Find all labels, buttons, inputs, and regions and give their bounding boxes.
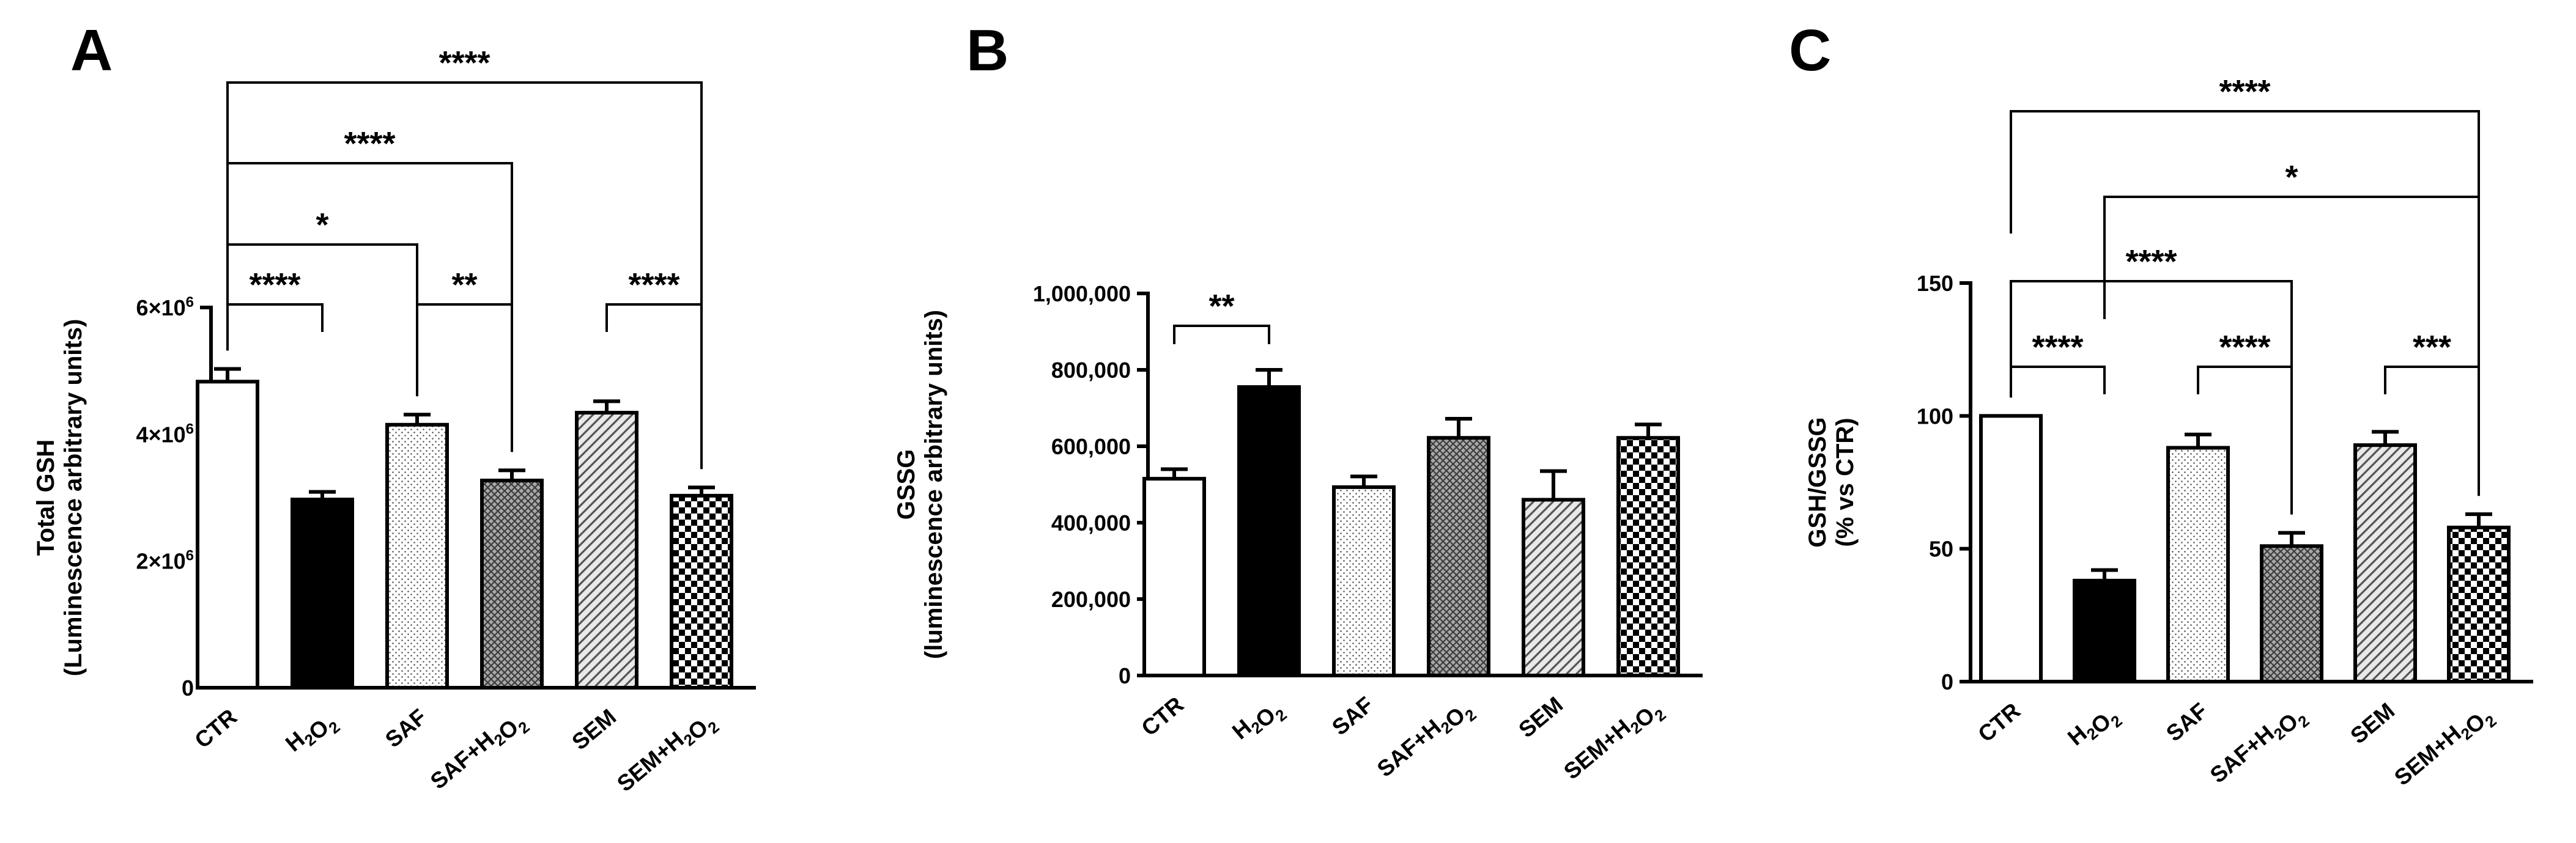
significance-bracket bbox=[416, 303, 513, 332]
panel-a: A Total GSH (Luminescence arbitrary units)… bbox=[32, 18, 756, 805]
significance-label: **** bbox=[2032, 329, 2083, 366]
bar bbox=[1979, 414, 2043, 683]
bar bbox=[2166, 446, 2230, 683]
significance-bracket bbox=[2197, 366, 2293, 394]
y-tick-label: 50 bbox=[1929, 537, 1953, 562]
bar bbox=[196, 380, 259, 690]
y-tick-label: 0 bbox=[182, 676, 194, 701]
y-axis-label-line-1: Total GSH bbox=[32, 440, 59, 556]
significance-label: ** bbox=[451, 267, 477, 303]
y-tick-label: 600,000 bbox=[1051, 434, 1131, 459]
significance-label: **** bbox=[439, 45, 490, 81]
y-tick-label: 4×106 bbox=[136, 421, 194, 447]
y-tick-label: 0 bbox=[1941, 669, 1953, 694]
significance-label: ** bbox=[1208, 288, 1234, 325]
y-axis-label-line-1: GSSG bbox=[893, 449, 920, 520]
significance-bracket bbox=[226, 303, 324, 332]
y-axis-label-line-2: (luminescence arbitrary units) bbox=[920, 310, 947, 659]
y-tick-label: 400,000 bbox=[1051, 510, 1131, 536]
y-tick-label: 150 bbox=[1917, 271, 1953, 296]
significance-bracket bbox=[2010, 366, 2106, 394]
bar bbox=[1142, 477, 1206, 677]
bar bbox=[2353, 443, 2417, 683]
x-category-label: SEM bbox=[1514, 692, 1567, 743]
bar bbox=[670, 493, 733, 690]
y-tick-label: 800,000 bbox=[1051, 358, 1131, 383]
x-category-label: CTR bbox=[1137, 692, 1189, 741]
bar bbox=[1237, 385, 1301, 677]
panel-letter-c: C bbox=[1789, 18, 1831, 83]
x-category-label: SAF+H2O2 bbox=[426, 704, 533, 803]
x-category-label: SEM+H2O2 bbox=[612, 704, 723, 805]
y-tick-label: 2×106 bbox=[136, 548, 194, 574]
significance-bracket bbox=[226, 243, 418, 397]
bar bbox=[2260, 544, 2323, 683]
bar bbox=[1522, 498, 1585, 677]
y-tick-label: 100 bbox=[1917, 403, 1953, 429]
bar bbox=[1427, 436, 1490, 677]
significance-bracket bbox=[1173, 325, 1270, 344]
x-category-label: CTR bbox=[190, 704, 242, 753]
bar bbox=[291, 498, 354, 690]
significance-bracket bbox=[226, 81, 703, 469]
bar bbox=[2073, 578, 2136, 683]
x-category-label: SEM bbox=[567, 704, 621, 755]
x-category-label: SAF+H2O2 bbox=[1372, 692, 1480, 790]
significance-label: **** bbox=[628, 267, 679, 303]
panel-letter-b: B bbox=[966, 18, 1009, 83]
x-category-label: SAF bbox=[2161, 698, 2212, 746]
x-category-label: H2O2 bbox=[281, 704, 344, 765]
panel-b: B GSSG (luminescence arbitrary units) 0 200,… bbox=[893, 18, 1703, 793]
x-category-label: SAF bbox=[380, 704, 431, 753]
y-axis-label-line-2: (Luminescence arbitrary units) bbox=[60, 319, 87, 677]
y-axis-label-line-2: (% vs CTR) bbox=[1832, 418, 1859, 547]
bar bbox=[575, 411, 638, 690]
significance-label: * bbox=[316, 207, 328, 243]
significance-bracket bbox=[2010, 110, 2480, 496]
significance-bracket bbox=[226, 162, 513, 452]
significance-label: **** bbox=[2219, 329, 2270, 366]
significance-bracket bbox=[605, 303, 703, 332]
x-category-label: H2O2 bbox=[1227, 692, 1290, 753]
x-category-label: SEM bbox=[2345, 698, 2399, 749]
significance-label: **** bbox=[249, 267, 300, 303]
significance-label: **** bbox=[2219, 73, 2270, 110]
y-axis-label-line-1: GSH/GSSG bbox=[1804, 417, 1831, 547]
y-tick-label: 6×106 bbox=[136, 294, 194, 320]
bar bbox=[1616, 436, 1680, 677]
bar bbox=[2447, 525, 2511, 683]
y-tick-label: 0 bbox=[1119, 663, 1131, 688]
significance-label: **** bbox=[2125, 243, 2177, 280]
x-category-label: SEM+H2O2 bbox=[1559, 692, 1670, 793]
x-category-label: H2O2 bbox=[2063, 698, 2126, 759]
panel-letter-a: A bbox=[70, 18, 113, 83]
x-category-label: SEM+H2O2 bbox=[2389, 698, 2500, 799]
significance-bracket bbox=[2010, 280, 2293, 515]
x-category-label: CTR bbox=[1974, 698, 2026, 747]
panel-c: C GSH/GSSG (% vs CTR) 0 50 100 150 CTR H2O2 SAFSA… bbox=[1789, 18, 2533, 799]
bar bbox=[1332, 485, 1396, 677]
significance-label: *** bbox=[2413, 329, 2451, 366]
x-category-label: SAF bbox=[1327, 692, 1378, 740]
x-category-label: SAF+H2O2 bbox=[2205, 698, 2313, 797]
significance-label: **** bbox=[344, 125, 395, 162]
bar bbox=[480, 479, 544, 690]
bar bbox=[385, 422, 449, 690]
significance-label: * bbox=[2285, 159, 2298, 196]
significance-bracket bbox=[2384, 366, 2480, 394]
y-tick-label: 200,000 bbox=[1051, 587, 1131, 612]
y-tick-label: 1,000,000 bbox=[1033, 281, 1131, 306]
